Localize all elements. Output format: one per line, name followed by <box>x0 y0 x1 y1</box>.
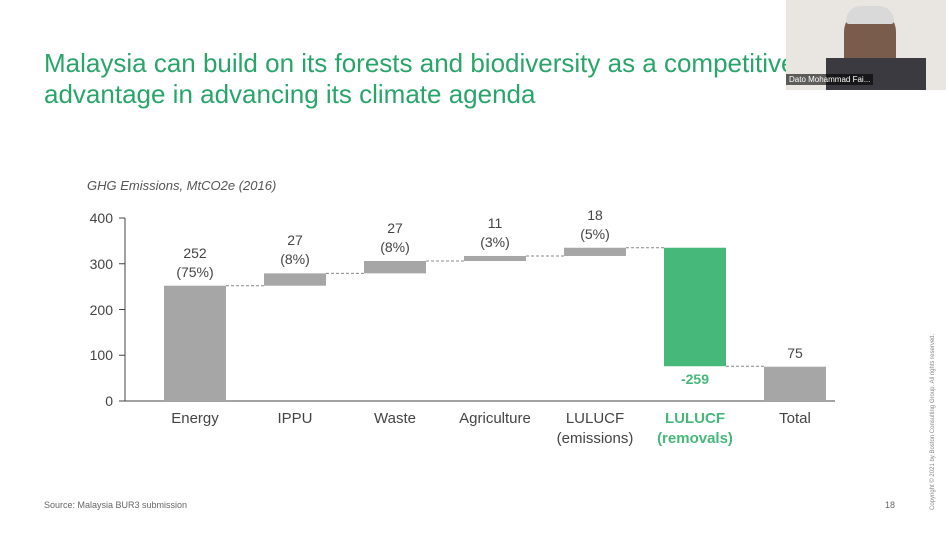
y-tick-label: 100 <box>89 347 113 364</box>
value-label: 11 (3%) <box>480 214 510 250</box>
x-tick-label: LULUCF (emissions) <box>556 410 634 447</box>
value-label: 75 <box>787 344 803 361</box>
value-label: 252 (75%) <box>176 244 214 280</box>
x-tick-label: IPPU <box>277 410 313 427</box>
x-tick-label: Energy <box>171 410 219 427</box>
page-number: 18 <box>885 500 896 510</box>
bar <box>764 366 826 401</box>
y-tick-label: 400 <box>89 210 113 226</box>
y-axis-label: GHG Emissions, MtCO2e (2016) <box>87 178 277 193</box>
video-thumbnail: Dato Mohammad Fai... <box>786 0 946 90</box>
value-label: 27 (8%) <box>280 232 310 268</box>
bar <box>364 261 426 274</box>
slide-title: Malaysia can build on its forests and bi… <box>44 48 796 109</box>
participant-hair <box>846 6 894 24</box>
value-label: 27 (8%) <box>380 220 410 255</box>
source: Source: Malaysia BUR3 submission <box>44 500 188 510</box>
y-tick-label: 0 <box>105 393 113 409</box>
value-label: -259 <box>680 371 710 388</box>
y-tick-label: 200 <box>89 301 113 318</box>
x-tick-label: Agriculture <box>459 410 531 427</box>
participant-name: Dato Mohammad Fai... <box>786 74 874 85</box>
x-tick-label: Waste <box>374 410 416 427</box>
bar <box>464 255 526 262</box>
bar <box>564 247 626 256</box>
x-tick-label: LULUCF (removals) <box>657 410 733 447</box>
value-label: 18 (5%) <box>580 206 610 242</box>
x-tick-label: Total <box>779 410 811 427</box>
y-tick-label: 300 <box>89 255 113 272</box>
bar <box>264 273 326 286</box>
bar <box>164 285 226 401</box>
copyright: Copyright © 2021 by Boston Consulting Gr… <box>930 333 936 510</box>
bar <box>664 247 726 367</box>
